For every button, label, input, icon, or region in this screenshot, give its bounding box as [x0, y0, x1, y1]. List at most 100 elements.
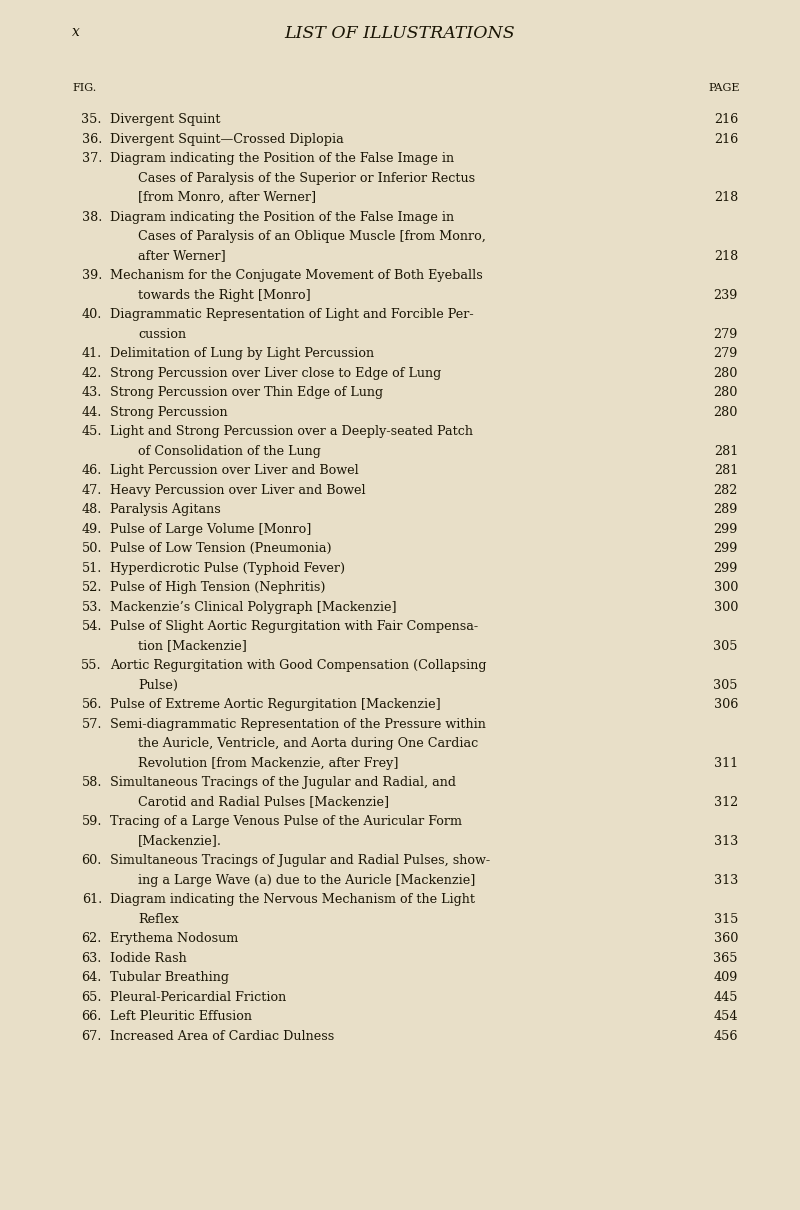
Text: 280: 280	[714, 386, 738, 399]
Text: 281: 281	[714, 444, 738, 457]
Text: Diagram indicating the Position of the False Image in: Diagram indicating the Position of the F…	[110, 211, 454, 224]
Text: 38.: 38.	[82, 211, 102, 224]
Text: 48.: 48.	[82, 503, 102, 515]
Text: 59.: 59.	[82, 816, 102, 828]
Text: Semi-diagrammatic Representation of the Pressure within: Semi-diagrammatic Representation of the …	[110, 718, 486, 731]
Text: 35.: 35.	[82, 113, 102, 126]
Text: 299: 299	[714, 523, 738, 536]
Text: towards the Right [Monro]: towards the Right [Monro]	[138, 288, 310, 301]
Text: 58.: 58.	[82, 776, 102, 789]
Text: 306: 306	[714, 698, 738, 711]
Text: Pulse of Extreme Aortic Regurgitation [Mackenzie]: Pulse of Extreme Aortic Regurgitation [M…	[110, 698, 441, 711]
Text: 299: 299	[714, 542, 738, 555]
Text: Diagram indicating the Nervous Mechanism of the Light: Diagram indicating the Nervous Mechanism…	[110, 893, 475, 906]
Text: 313: 313	[714, 835, 738, 847]
Text: 66.: 66.	[82, 1010, 102, 1022]
Text: 50.: 50.	[82, 542, 102, 555]
Text: 218: 218	[714, 249, 738, 263]
Text: Revolution [from Mackenzie, after Frey]: Revolution [from Mackenzie, after Frey]	[138, 756, 398, 770]
Text: Diagrammatic Representation of Light and Forcible Per-: Diagrammatic Representation of Light and…	[110, 309, 474, 321]
Text: 409: 409	[714, 970, 738, 984]
Text: Reflex: Reflex	[138, 912, 178, 926]
Text: 55.: 55.	[82, 659, 102, 672]
Text: 52.: 52.	[82, 581, 102, 594]
Text: 218: 218	[714, 191, 738, 204]
Text: 289: 289	[714, 503, 738, 515]
Text: Increased Area of Cardiac Dulness: Increased Area of Cardiac Dulness	[110, 1030, 334, 1043]
Text: 360: 360	[714, 932, 738, 945]
Text: 62.: 62.	[82, 932, 102, 945]
Text: 365: 365	[714, 951, 738, 964]
Text: 216: 216	[714, 113, 738, 126]
Text: 42.: 42.	[82, 367, 102, 380]
Text: ing a Large Wave (a) due to the Auricle [Mackenzie]: ing a Large Wave (a) due to the Auricle …	[138, 874, 475, 887]
Text: 280: 280	[714, 367, 738, 380]
Text: after Werner]: after Werner]	[138, 249, 226, 263]
Text: 312: 312	[714, 795, 738, 808]
Text: 49.: 49.	[82, 523, 102, 536]
Text: Pulse): Pulse)	[138, 679, 178, 691]
Text: 37.: 37.	[82, 152, 102, 165]
Text: x: x	[72, 25, 80, 39]
Text: FIG.: FIG.	[72, 83, 96, 93]
Text: the Auricle, Ventricle, and Aorta during One Cardiac: the Auricle, Ventricle, and Aorta during…	[138, 737, 478, 750]
Text: 56.: 56.	[82, 698, 102, 711]
Text: Divergent Squint—Crossed Diplopia: Divergent Squint—Crossed Diplopia	[110, 133, 344, 145]
Text: 279: 279	[714, 328, 738, 340]
Text: 60.: 60.	[82, 854, 102, 868]
Text: Pulse of Large Volume [Monro]: Pulse of Large Volume [Monro]	[110, 523, 311, 536]
Text: 46.: 46.	[82, 463, 102, 477]
Text: 44.: 44.	[82, 405, 102, 419]
Text: 313: 313	[714, 874, 738, 887]
Text: 280: 280	[714, 405, 738, 419]
Text: 300: 300	[714, 600, 738, 613]
Text: 43.: 43.	[82, 386, 102, 399]
Text: 279: 279	[714, 347, 738, 361]
Text: Hyperdicrotic Pulse (Typhoid Fever): Hyperdicrotic Pulse (Typhoid Fever)	[110, 561, 345, 575]
Text: Cases of Paralysis of the Superior or Inferior Rectus: Cases of Paralysis of the Superior or In…	[138, 172, 475, 184]
Text: [from Monro, after Werner]: [from Monro, after Werner]	[138, 191, 316, 204]
Text: cussion: cussion	[138, 328, 186, 340]
Text: 300: 300	[714, 581, 738, 594]
Text: of Consolidation of the Lung: of Consolidation of the Lung	[138, 444, 321, 457]
Text: LIST OF ILLUSTRATIONS: LIST OF ILLUSTRATIONS	[285, 25, 515, 42]
Text: 311: 311	[714, 756, 738, 770]
Text: 454: 454	[714, 1010, 738, 1022]
Text: Pleural-Pericardial Friction: Pleural-Pericardial Friction	[110, 991, 286, 1003]
Text: 216: 216	[714, 133, 738, 145]
Text: PAGE: PAGE	[709, 83, 740, 93]
Text: 45.: 45.	[82, 425, 102, 438]
Text: 456: 456	[714, 1030, 738, 1043]
Text: Strong Percussion over Thin Edge of Lung: Strong Percussion over Thin Edge of Lung	[110, 386, 383, 399]
Text: 315: 315	[714, 912, 738, 926]
Text: 61.: 61.	[82, 893, 102, 906]
Text: 54.: 54.	[82, 620, 102, 633]
Text: Mechanism for the Conjugate Movement of Both Eyeballs: Mechanism for the Conjugate Movement of …	[110, 269, 482, 282]
Text: 39.: 39.	[82, 269, 102, 282]
Text: Pulse of High Tension (Nephritis): Pulse of High Tension (Nephritis)	[110, 581, 326, 594]
Text: 67.: 67.	[82, 1030, 102, 1043]
Text: Tubular Breathing: Tubular Breathing	[110, 970, 229, 984]
Text: Left Pleuritic Effusion: Left Pleuritic Effusion	[110, 1010, 252, 1022]
Text: Paralysis Agitans: Paralysis Agitans	[110, 503, 221, 515]
Text: Delimitation of Lung by Light Percussion: Delimitation of Lung by Light Percussion	[110, 347, 374, 361]
Text: 36.: 36.	[82, 133, 102, 145]
Text: 63.: 63.	[82, 951, 102, 964]
Text: 40.: 40.	[82, 309, 102, 321]
Text: 51.: 51.	[82, 561, 102, 575]
Text: Pulse of Slight Aortic Regurgitation with Fair Compensa-: Pulse of Slight Aortic Regurgitation wit…	[110, 620, 478, 633]
Text: 305: 305	[714, 679, 738, 691]
Text: Aortic Regurgitation with Good Compensation (Collapsing: Aortic Regurgitation with Good Compensat…	[110, 659, 486, 672]
Text: Iodide Rash: Iodide Rash	[110, 951, 186, 964]
Text: 299: 299	[714, 561, 738, 575]
Text: Simultaneous Tracings of the Jugular and Radial, and: Simultaneous Tracings of the Jugular and…	[110, 776, 456, 789]
Text: 282: 282	[714, 484, 738, 496]
Text: Strong Percussion over Liver close to Edge of Lung: Strong Percussion over Liver close to Ed…	[110, 367, 442, 380]
Text: 305: 305	[714, 640, 738, 652]
Text: Heavy Percussion over Liver and Bowel: Heavy Percussion over Liver and Bowel	[110, 484, 366, 496]
Text: Light Percussion over Liver and Bowel: Light Percussion over Liver and Bowel	[110, 463, 358, 477]
Text: 65.: 65.	[82, 991, 102, 1003]
Text: 53.: 53.	[82, 600, 102, 613]
Text: Tracing of a Large Venous Pulse of the Auricular Form: Tracing of a Large Venous Pulse of the A…	[110, 816, 462, 828]
Text: 57.: 57.	[82, 718, 102, 731]
